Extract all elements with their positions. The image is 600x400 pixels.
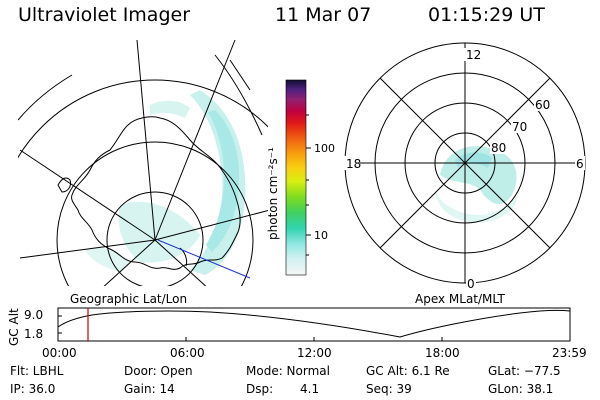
colorbar-tick-10: 10 bbox=[314, 229, 328, 242]
altitude-curve bbox=[57, 309, 571, 338]
colorbar-tick-100: 100 bbox=[314, 142, 335, 155]
alt-xtick-0600: 06:00 bbox=[170, 346, 205, 360]
alt-xtick-1800: 18:00 bbox=[425, 346, 460, 360]
info-glat: GLat: −77.5 bbox=[488, 364, 561, 378]
info-flt: Flt: LBHL bbox=[10, 364, 64, 378]
geo-caption: Geographic Lat/Lon bbox=[70, 292, 187, 306]
info-mode: Mode: Normal bbox=[246, 364, 330, 378]
geographic-map bbox=[18, 39, 268, 286]
alt-xtick-2359: 23:59 bbox=[552, 346, 587, 360]
info-dsp-value: 4.1 bbox=[300, 382, 320, 396]
alt-xtick-0000: 00:00 bbox=[42, 346, 77, 360]
colorbar-unit-label: photon cm⁻²s⁻¹ bbox=[266, 147, 280, 240]
header-date: 11 Mar 07 bbox=[275, 4, 372, 26]
header-time: 01:15:29 UT bbox=[428, 4, 545, 26]
mlt-label-18: 18 bbox=[346, 157, 361, 171]
alt-ylabel: GC Alt bbox=[7, 308, 21, 346]
info-gc-alt: GC Alt: 6.1 Re bbox=[366, 364, 450, 378]
colorbar: 100 10 photon cm⁻²s⁻¹ bbox=[266, 79, 335, 276]
mlt-label-6: 6 bbox=[576, 157, 584, 171]
info-glon: GLon: 38.1 bbox=[488, 382, 554, 396]
info-dsp-label: Dsp: bbox=[246, 382, 274, 396]
lat-label-80: 80 bbox=[491, 141, 506, 155]
altitude-plot: 9.0 1.8 GC Alt 00:00 06:00 12:00 18:00 2… bbox=[7, 307, 587, 360]
aurora-emission-geo bbox=[85, 90, 246, 275]
alt-ytick-9: 9.0 bbox=[24, 308, 43, 322]
alt-xtick-1200: 12:00 bbox=[297, 346, 332, 360]
mlt-label-0: 0 bbox=[467, 277, 475, 291]
mlt-label-12: 12 bbox=[466, 48, 481, 62]
info-ip: IP: 36.0 bbox=[10, 382, 56, 396]
header-title: Ultraviolet Imager bbox=[18, 4, 191, 26]
info-seq: Seq: 39 bbox=[366, 382, 412, 396]
satellite-track bbox=[157, 239, 251, 279]
lat-label-70: 70 bbox=[512, 120, 527, 134]
coastline bbox=[71, 116, 241, 270]
alt-ytick-1.8: 1.8 bbox=[24, 327, 43, 341]
info-gain: Gain: 14 bbox=[124, 382, 175, 396]
lat-label-60: 60 bbox=[535, 98, 550, 112]
polar-plot: 12 18 6 0 60 70 80 bbox=[344, 42, 586, 291]
info-door: Door: Open bbox=[124, 364, 193, 378]
polar-caption: Apex MLat/MLT bbox=[415, 292, 505, 306]
